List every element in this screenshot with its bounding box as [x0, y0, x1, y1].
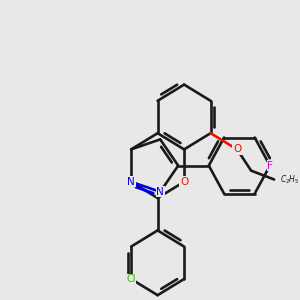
- Text: O: O: [180, 177, 188, 187]
- Text: O: O: [233, 144, 241, 154]
- Text: Cl: Cl: [126, 274, 136, 284]
- Text: $C_2H_5$: $C_2H_5$: [280, 173, 299, 186]
- Text: N: N: [156, 187, 164, 197]
- Text: F: F: [267, 160, 273, 171]
- Text: N: N: [127, 177, 135, 187]
